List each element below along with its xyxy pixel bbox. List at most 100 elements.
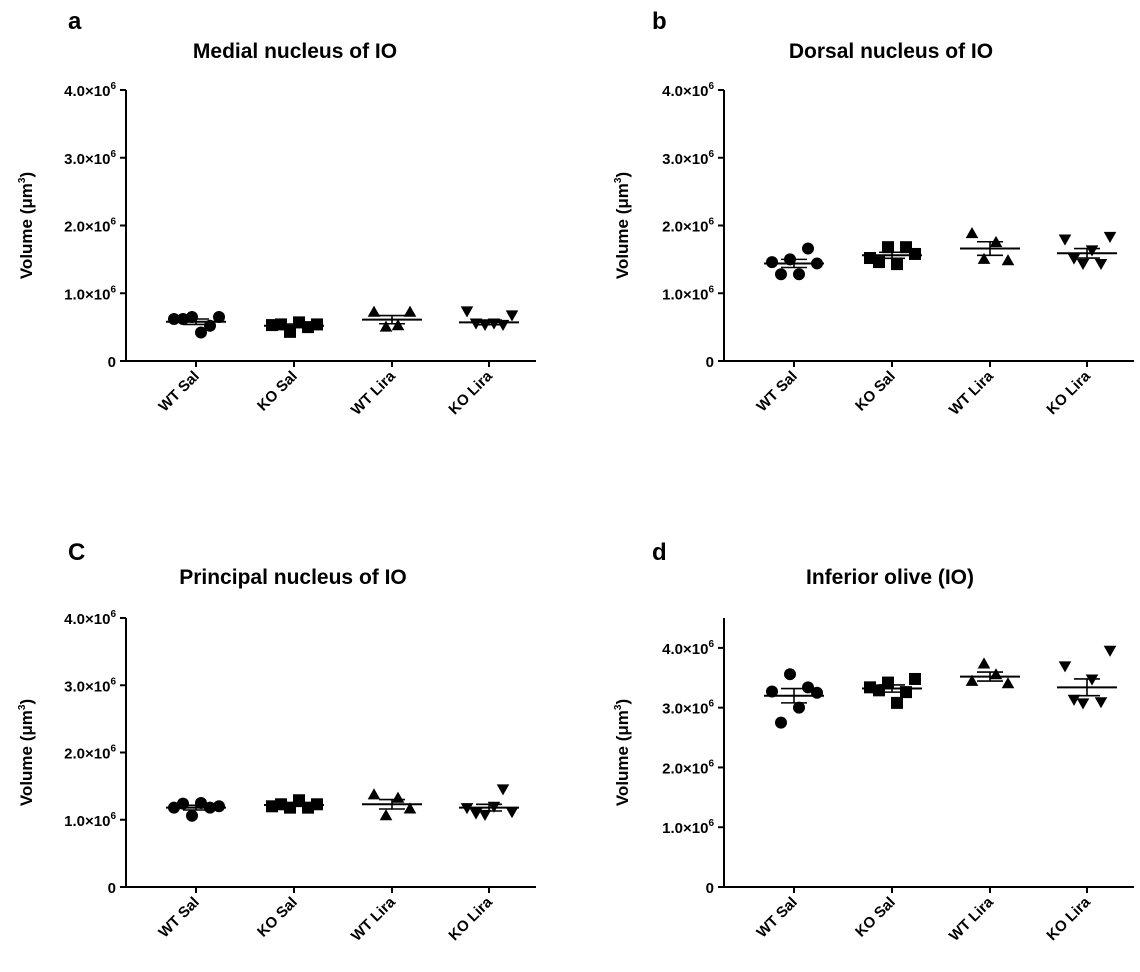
y-tick-label: 2.0×106: [662, 217, 714, 236]
x-category-label: WT Lira: [946, 893, 997, 944]
y-axis-label: Volume (μm3): [17, 699, 36, 806]
data-point: [505, 807, 519, 819]
y-tick-label: 0: [706, 880, 714, 897]
data-point: [1067, 253, 1081, 265]
y-tick-label: 1.0×106: [64, 811, 116, 830]
chart-title: Dorsal nucleus of IO: [789, 40, 993, 63]
series-triangle-down: [459, 306, 519, 332]
data-point: [977, 657, 991, 669]
y-tick-label: 3.0×106: [662, 699, 714, 718]
y-tick-label: 2.0×106: [64, 744, 116, 763]
data-point: [177, 797, 189, 810]
data-point: [379, 320, 393, 332]
y-tick-label: 1.0×106: [662, 818, 714, 837]
x-category-label: WT Lira: [946, 367, 997, 418]
series-square: [862, 672, 922, 709]
data-point: [811, 686, 823, 699]
series-triangle-up: [362, 305, 422, 332]
data-point: [505, 310, 519, 322]
data-point: [1067, 694, 1081, 706]
chart-panel-a: a Medial nucleus of IO 0 1.0×106 2.0×106 3.0×…: [17, 8, 536, 419]
y-axis-label: Volume (μm3): [17, 172, 36, 279]
panel-letter: b: [652, 8, 667, 35]
data-point: [1103, 231, 1117, 243]
data-point: [311, 318, 323, 331]
data-point: [909, 247, 921, 260]
x-category-label: WT Lira: [348, 893, 399, 944]
x-category-label: KO Sal: [254, 368, 301, 415]
data-point: [1094, 697, 1108, 709]
series-triangle-up: [960, 657, 1020, 689]
y-tick-label: 0: [108, 880, 116, 897]
data-point: [403, 802, 417, 814]
data-point: [204, 319, 216, 332]
data-point: [766, 256, 778, 269]
series-triangle-up: [960, 227, 1020, 266]
data-point: [460, 803, 474, 815]
data-point: [793, 701, 805, 714]
y-tick-label: 2.0×106: [662, 758, 714, 777]
data-point: [367, 305, 381, 317]
panel-letter: a: [68, 8, 82, 35]
data-point: [909, 672, 921, 685]
data-point: [1001, 254, 1015, 266]
y-tick-label: 4.0×106: [64, 609, 116, 628]
series-circle: [166, 796, 226, 822]
data-point: [403, 305, 417, 317]
y-tick-label: 3.0×106: [64, 676, 116, 695]
y-tick-label: 0: [706, 354, 714, 371]
chart-title: Medial nucleus of IO: [193, 40, 397, 63]
data-point: [802, 242, 814, 255]
data-point: [882, 241, 894, 254]
y-tick-label: 4.0×106: [662, 639, 714, 658]
x-category-label: KO Lira: [445, 367, 496, 418]
data-point: [1001, 677, 1015, 689]
data-point: [784, 668, 796, 681]
data-point: [802, 681, 814, 694]
data-point: [965, 674, 979, 686]
series-square: [862, 241, 922, 271]
panel-letter: C: [68, 539, 85, 566]
series-circle: [764, 242, 824, 281]
data-point: [1094, 258, 1108, 271]
y-tick-label: 0: [108, 354, 116, 371]
series-triangle-down: [1057, 645, 1117, 710]
series-triangle-down: [459, 784, 519, 821]
series-circle: [764, 668, 824, 729]
data-point: [391, 791, 405, 803]
y-tick-label: 4.0×106: [64, 81, 116, 100]
series-square: [264, 316, 324, 338]
chart-title: Inferior olive (IO): [806, 566, 974, 589]
data-point: [1076, 698, 1090, 710]
chart-panel-C: C Principal nucleus of IO 0 1.0×106 2.0×106 3…: [17, 539, 536, 945]
x-category-label: WT Sal: [155, 368, 202, 415]
x-category-label: KO Lira: [1043, 367, 1094, 418]
data-point: [213, 800, 225, 813]
data-point: [379, 809, 393, 821]
x-category-label: KO Lira: [445, 893, 496, 944]
series-square: [264, 794, 324, 814]
data-point: [496, 784, 510, 796]
y-tick-label: 3.0×106: [64, 149, 116, 168]
x-category-label: WT Sal: [753, 368, 800, 415]
series-triangle-up: [362, 788, 422, 821]
data-point: [391, 319, 405, 331]
data-point: [1058, 661, 1072, 673]
y-tick-label: 3.0×106: [662, 149, 714, 168]
chart-panel-d: d Inferior olive (IO) 0 1.0×106 2.0×106 3.0×1…: [613, 539, 1134, 945]
y-axis-label: Volume (μm3): [613, 172, 632, 279]
y-tick-label: 1.0×106: [64, 284, 116, 303]
data-point: [775, 268, 787, 281]
data-point: [891, 258, 903, 271]
y-tick-label: 2.0×106: [64, 217, 116, 236]
x-category-label: KO Sal: [852, 368, 899, 415]
series-triangle-down: [1057, 231, 1117, 271]
data-point: [1103, 645, 1117, 657]
data-point: [284, 325, 296, 338]
x-category-label: KO Sal: [254, 894, 301, 941]
data-point: [460, 306, 474, 318]
data-point: [186, 310, 198, 323]
data-point: [977, 252, 991, 264]
data-point: [1076, 258, 1090, 271]
